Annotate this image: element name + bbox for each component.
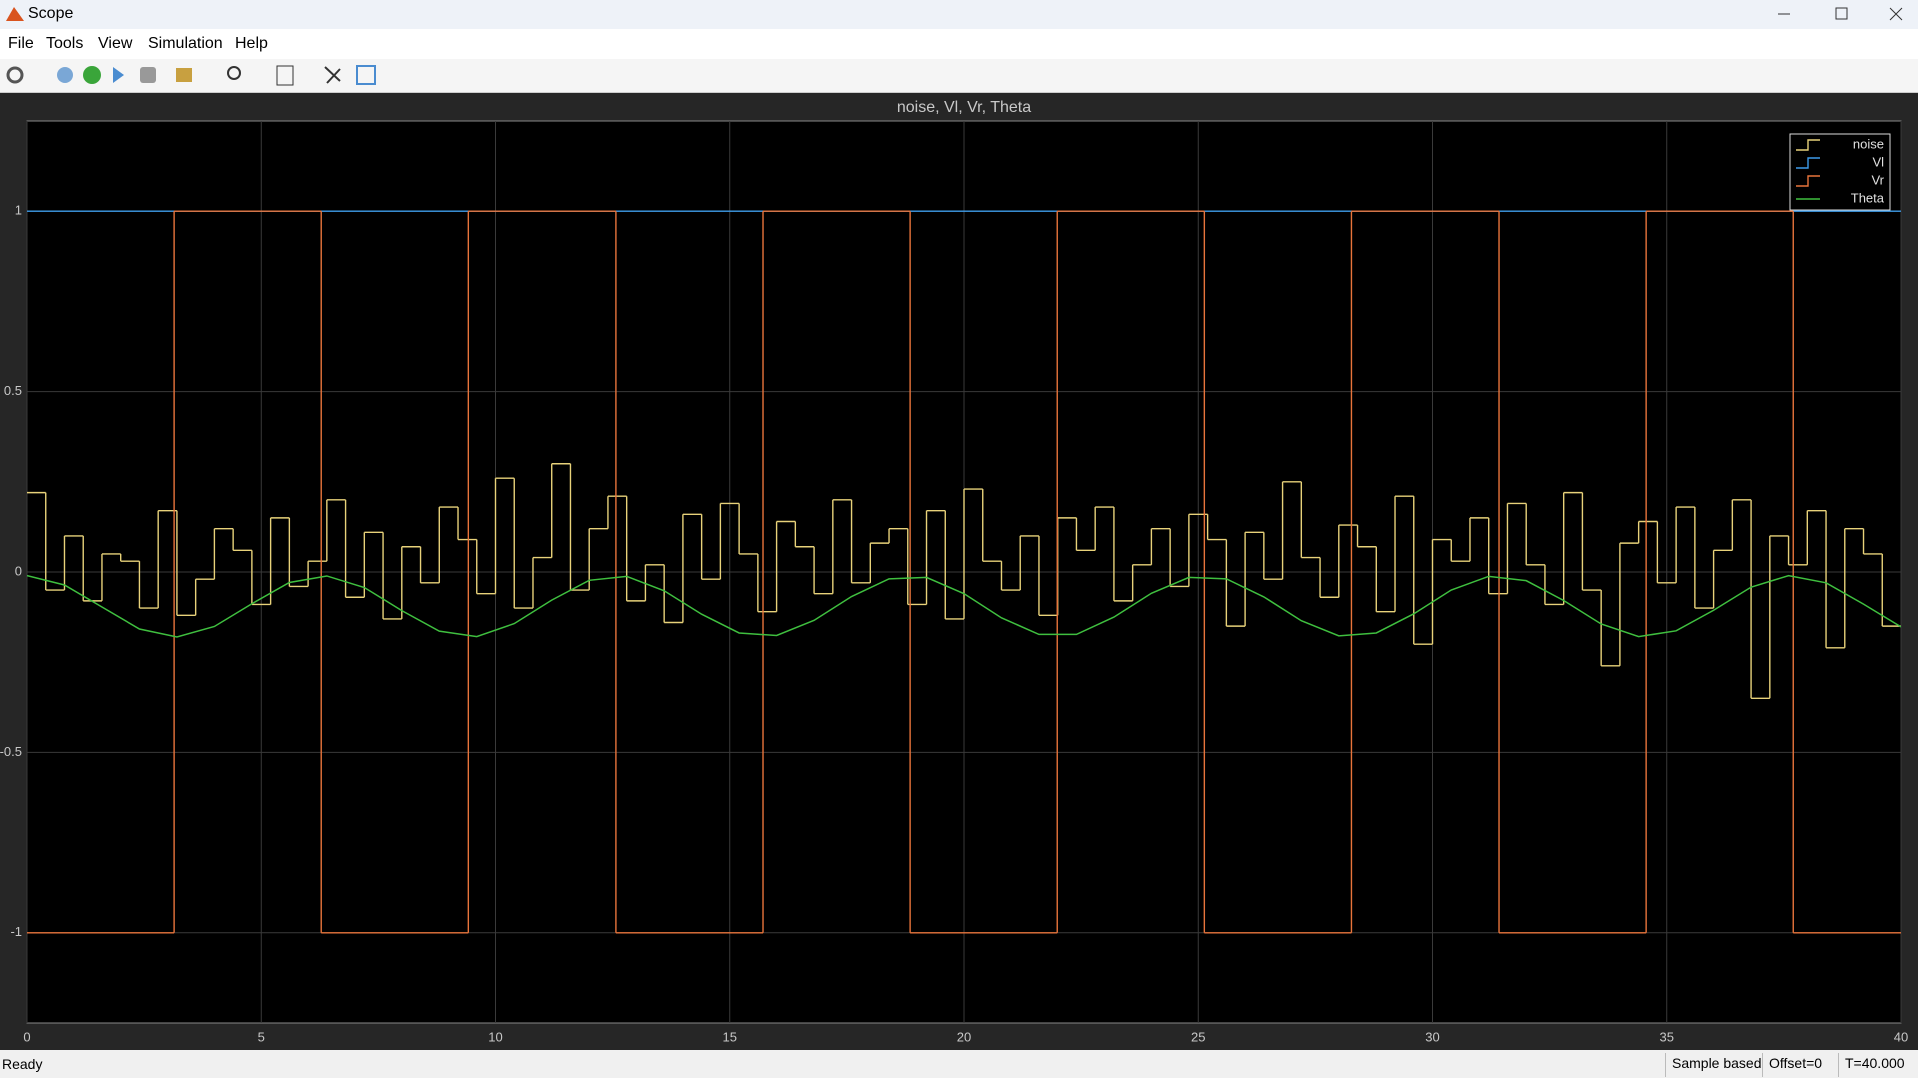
- legend-label: Theta: [1851, 190, 1885, 205]
- x-tick-label: 40: [1894, 1029, 1908, 1044]
- legend-label: Vl: [1872, 154, 1884, 169]
- x-tick-label: 10: [488, 1029, 502, 1044]
- toolbar: [0, 59, 1918, 93]
- menu-item[interactable]: View: [98, 35, 133, 52]
- x-tick-label: 5: [258, 1029, 265, 1044]
- y-tick-label: -1: [10, 924, 22, 939]
- chart-title: noise, Vl, Vr, Theta: [897, 99, 1031, 116]
- status-bar: Ready Sample based Offset=0 T=40.000: [0, 1050, 1918, 1078]
- legend-swatch: [1796, 175, 1820, 187]
- menu-item[interactable]: File: [8, 35, 34, 52]
- app-icon: [6, 7, 24, 21]
- legend-label: Vr: [1871, 172, 1884, 187]
- legend-label: noise: [1853, 136, 1884, 151]
- status-field: Sample based: [1665, 1053, 1768, 1077]
- status-text: Ready: [2, 1056, 43, 1072]
- legend-box: [1789, 133, 1891, 211]
- status-field: Offset=0: [1762, 1053, 1828, 1077]
- x-tick-label: 35: [1660, 1029, 1674, 1044]
- x-tick-label: 15: [723, 1029, 737, 1044]
- y-tick-label: 0: [15, 563, 22, 578]
- x-tick-label: 25: [1191, 1029, 1205, 1044]
- x-tick-label: 20: [957, 1029, 971, 1044]
- window-title: Scope: [28, 5, 74, 22]
- y-tick-label: -0.5: [0, 744, 22, 759]
- x-tick-label: 0: [23, 1029, 30, 1044]
- toolbar-icons[interactable]: [0, 59, 400, 92]
- menu-item[interactable]: Tools: [46, 35, 84, 52]
- window-controls[interactable]: [1758, 0, 1918, 29]
- scope-display: noise, Vl, Vr, Theta 0 5 10 15 20 25 30 35 40-1-…: [0, 99, 1908, 1044]
- y-tick-label: 1: [15, 203, 22, 218]
- x-tick-label: 30: [1425, 1029, 1439, 1044]
- series-layer: [27, 210, 1901, 934]
- legend: noise Vl Vr Theta: [1789, 133, 1891, 211]
- menu-bar: File Tools View Simulation Help: [0, 29, 1918, 59]
- menu-item[interactable]: Help: [235, 35, 268, 52]
- status-field: T=40.000: [1838, 1053, 1911, 1077]
- menu-item[interactable]: Simulation: [148, 35, 223, 52]
- legend-swatch: [1796, 139, 1820, 151]
- legend-swatch: [1796, 157, 1820, 169]
- y-tick-label: 0.5: [4, 383, 22, 398]
- series-line: [27, 574, 1901, 638]
- title-bar: Scope: [0, 0, 1918, 29]
